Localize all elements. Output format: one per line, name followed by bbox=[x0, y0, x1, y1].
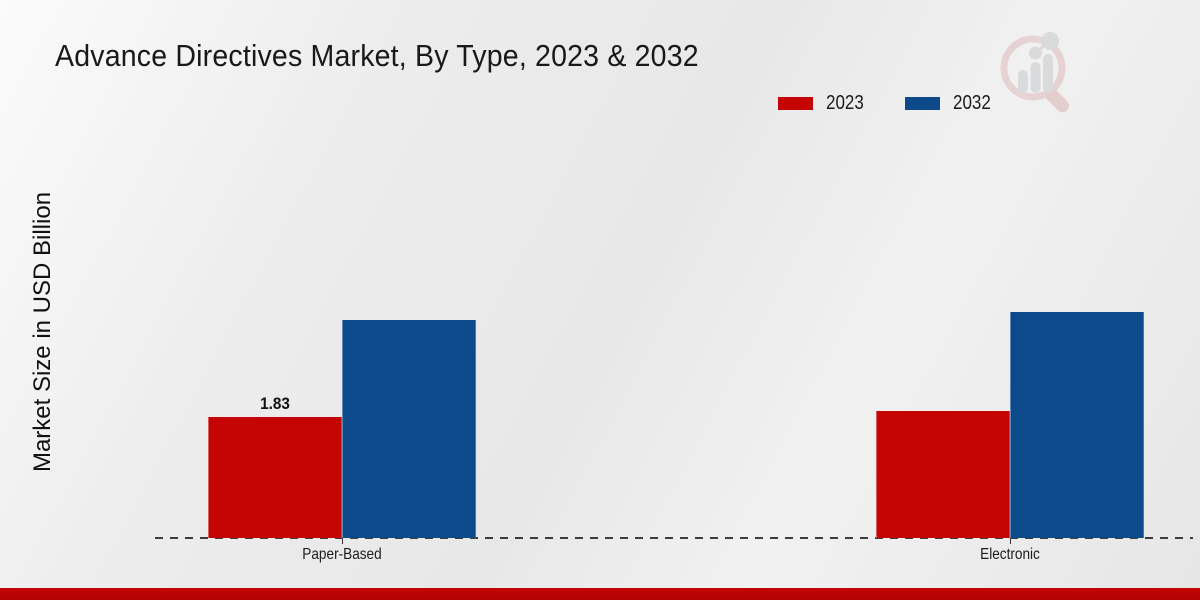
legend: 2023 2032 bbox=[778, 92, 1031, 115]
x-axis-tick-paper-based bbox=[342, 538, 343, 544]
x-tick-label-electronic: Electronic bbox=[980, 546, 1040, 563]
bar-2023-electronic bbox=[876, 411, 1010, 538]
legend-item-2023: 2023 bbox=[778, 92, 871, 115]
bar-value-label-2023-paper-based: 1.83 bbox=[260, 394, 290, 413]
footer-accent-bar bbox=[0, 588, 1200, 600]
legend-swatch-2032 bbox=[904, 97, 940, 110]
x-axis-baseline bbox=[155, 537, 1193, 539]
x-axis-tick-electronic bbox=[1010, 538, 1011, 544]
legend-item-2032: 2032 bbox=[904, 92, 998, 115]
legend-label-2023: 2023 bbox=[826, 92, 864, 114]
legend-swatch-2023 bbox=[778, 97, 813, 110]
magnifier-bar-chart-icon bbox=[1000, 32, 1070, 113]
chart-title: Advance Directives Market, By Type, 2023… bbox=[55, 38, 699, 73]
bar-2032-electronic bbox=[1010, 312, 1144, 538]
legend-label-2032: 2032 bbox=[952, 92, 991, 114]
x-tick-label-paper-based: Paper-Based bbox=[302, 546, 382, 563]
bar-2023-paper-based bbox=[208, 417, 342, 538]
bar-2032-paper-based bbox=[342, 320, 476, 538]
